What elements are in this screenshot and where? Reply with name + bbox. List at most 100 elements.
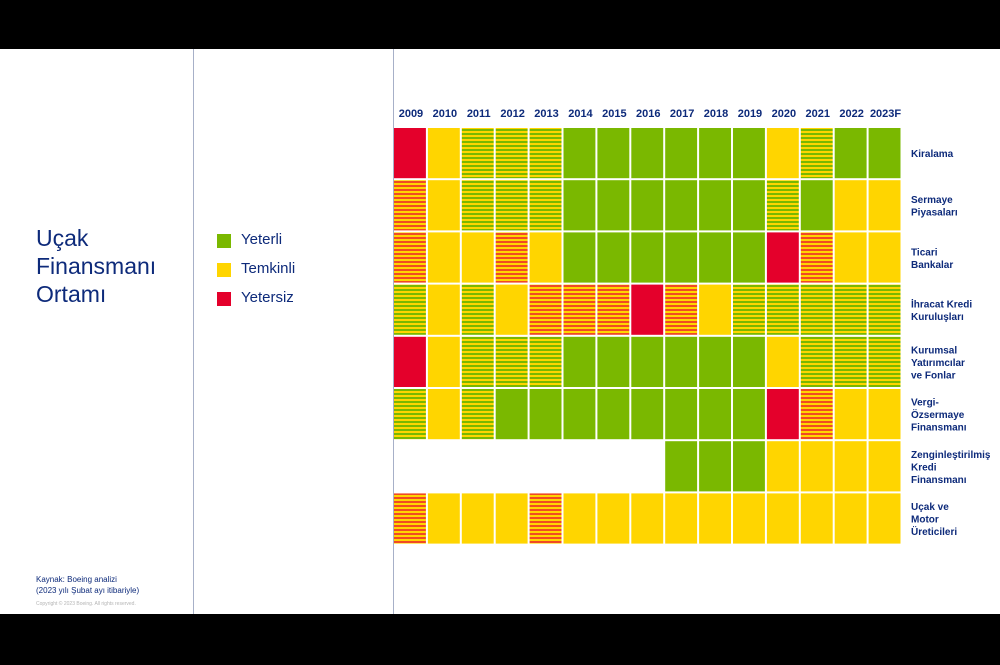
heatmap-cell — [699, 336, 731, 387]
heatmap-cell — [529, 128, 562, 179]
row-label: Özsermaye — [911, 408, 965, 421]
row-label: Üreticileri — [911, 525, 957, 538]
year-label: 2012 — [500, 108, 524, 120]
year-label: 2017 — [670, 108, 694, 120]
row-label: Ticari — [911, 247, 938, 258]
heatmap-cell — [834, 180, 867, 231]
heatmap-cell — [699, 284, 731, 335]
heatmap-cell — [733, 284, 765, 335]
heatmap-cell — [461, 389, 494, 440]
year-label: 2010 — [433, 108, 457, 120]
heatmap-cell — [529, 493, 562, 544]
heatmap-cell — [665, 493, 698, 544]
legend-swatch — [217, 234, 231, 248]
row-label: Yatırımcılar — [911, 358, 965, 369]
heatmap-cell — [529, 232, 562, 283]
heatmap-cell — [529, 336, 562, 387]
heatmap-cell — [699, 493, 731, 544]
heatmap-cell — [699, 180, 731, 231]
heatmap-cell — [529, 284, 562, 335]
row-label: Motor — [911, 515, 939, 526]
heatmap-cell — [394, 389, 426, 440]
legend-label: Yeterli — [241, 231, 283, 248]
heatmap-cell — [766, 128, 799, 179]
heatmap-cell — [631, 180, 664, 231]
heatmap-cell — [733, 128, 765, 179]
heatmap-cell — [665, 336, 698, 387]
row-label: Zenginleştirilmiş — [911, 450, 991, 461]
heatmap-cell — [597, 493, 630, 544]
heatmap-cell — [834, 493, 867, 544]
divider-right — [393, 49, 394, 614]
year-label: 2021 — [806, 108, 830, 120]
heatmap-cell — [800, 389, 833, 440]
title-line: Finansmanı — [36, 253, 157, 279]
heatmap-cell — [529, 180, 562, 231]
year-label: 2016 — [636, 108, 660, 120]
heatmap-cell — [834, 441, 867, 492]
heatmap-cell — [495, 128, 528, 179]
source-line: Kaynak: Boeing analizi — [36, 575, 117, 584]
heatmap-cell — [461, 336, 494, 387]
heatmap-cell — [699, 389, 731, 440]
heatmap-cell — [868, 441, 901, 492]
heatmap-cell — [563, 232, 596, 283]
heatmap-cell — [394, 336, 426, 387]
heatmap-cell — [868, 389, 901, 440]
row-label: Sermaye — [911, 195, 953, 206]
heatmap-cell — [597, 284, 630, 335]
row-label: İhracat Kredi — [911, 297, 972, 310]
heatmap-cell — [834, 284, 867, 335]
heatmap-cell — [597, 336, 630, 387]
heatmap-cell — [495, 232, 528, 283]
heatmap-cell — [766, 232, 799, 283]
title-line: Uçak — [36, 225, 89, 251]
page-title: Uçak Finansmanı Ortamı — [36, 224, 156, 308]
heatmap-cell — [800, 493, 833, 544]
heatmap-cell — [563, 284, 596, 335]
heatmap-cell — [766, 493, 799, 544]
heatmap-cell — [394, 493, 426, 544]
title-line: Ortamı — [36, 281, 107, 307]
heatmap-cell — [597, 389, 630, 440]
heatmap-cell — [766, 284, 799, 335]
heatmap-cell — [461, 284, 494, 335]
heatmap-cell — [631, 232, 664, 283]
heatmap-cell — [427, 128, 460, 179]
heatmap-cell — [461, 232, 494, 283]
heatmap-cell — [868, 232, 901, 283]
heatmap-cell — [800, 232, 833, 283]
heatmap-cell — [427, 180, 460, 231]
year-label: 2018 — [704, 108, 728, 120]
slide: Uçak Finansmanı Ortamı Yeterli Temkinli … — [0, 49, 1000, 614]
heatmap-cell — [427, 284, 460, 335]
year-label: 2011 — [467, 108, 491, 120]
heatmap-cell — [665, 128, 698, 179]
heatmap-cell — [766, 389, 799, 440]
heatmap-cell — [699, 232, 731, 283]
year-label: 2020 — [772, 108, 796, 120]
heatmap-cell — [868, 336, 901, 387]
heatmap-cell — [495, 493, 528, 544]
legend-swatch — [217, 263, 231, 277]
heatmap-cell — [733, 232, 765, 283]
heatmap-cell — [665, 284, 698, 335]
heatmap-cell — [733, 493, 765, 544]
heatmap-cell — [461, 128, 494, 179]
heatmap-cell — [665, 389, 698, 440]
heatmap-cell — [631, 389, 664, 440]
row-label: ve Fonlar — [911, 370, 956, 381]
heatmap-cell — [563, 389, 596, 440]
year-label: 2015 — [602, 108, 626, 120]
heatmap-cell — [461, 180, 494, 231]
heatmap-cell — [834, 128, 867, 179]
heatmap-cell — [733, 336, 765, 387]
heatmap-cell — [766, 441, 799, 492]
heatmap-cell — [495, 336, 528, 387]
source-note: Kaynak: Boeing analizi (2023 yılı Şubat … — [36, 574, 139, 596]
heatmap-cell — [495, 180, 528, 231]
heatmap-cell — [631, 336, 664, 387]
row-label: Bankalar — [911, 260, 953, 271]
row-label: Vergi- — [911, 398, 939, 409]
heatmap-cell — [868, 284, 901, 335]
